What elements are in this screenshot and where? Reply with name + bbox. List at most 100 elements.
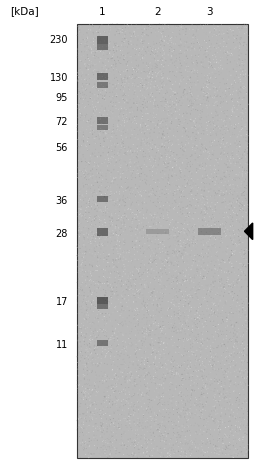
Point: [120, 287, 124, 295]
Point: [86, 435, 90, 442]
Point: [196, 437, 200, 444]
Point: [209, 356, 213, 363]
Point: [156, 425, 161, 433]
Point: [220, 35, 224, 42]
Point: [93, 143, 97, 151]
Point: [180, 146, 185, 154]
Point: [171, 40, 175, 48]
Point: [222, 151, 226, 158]
Point: [170, 112, 174, 120]
Point: [94, 392, 98, 399]
Point: [216, 385, 220, 392]
Point: [76, 68, 80, 76]
Point: [238, 206, 242, 213]
Point: [233, 74, 237, 82]
Point: [156, 198, 160, 206]
Point: [105, 373, 109, 380]
Point: [147, 370, 151, 377]
Point: [86, 54, 90, 62]
Point: [160, 295, 164, 302]
Point: [128, 253, 132, 260]
Point: [188, 307, 192, 315]
Point: [122, 440, 126, 447]
Point: [210, 178, 214, 185]
Point: [142, 86, 146, 94]
Point: [156, 230, 160, 237]
Point: [75, 423, 79, 431]
Point: [105, 34, 109, 42]
Point: [240, 123, 244, 130]
Point: [106, 65, 110, 73]
Point: [131, 30, 135, 37]
Point: [114, 256, 118, 264]
Point: [152, 257, 156, 264]
Point: [80, 306, 84, 313]
Point: [178, 76, 183, 84]
Point: [164, 257, 168, 264]
Point: [82, 231, 86, 238]
Point: [239, 316, 243, 323]
Point: [177, 336, 181, 344]
Point: [79, 280, 83, 288]
Point: [184, 335, 188, 343]
Point: [192, 65, 196, 73]
Point: [133, 337, 137, 345]
Point: [165, 276, 169, 284]
Point: [216, 99, 220, 107]
Point: [198, 140, 202, 147]
Point: [177, 300, 181, 307]
Point: [162, 212, 166, 220]
Point: [147, 306, 152, 314]
Point: [87, 66, 91, 73]
Point: [153, 152, 157, 160]
Text: 56: 56: [56, 143, 68, 153]
Point: [101, 163, 105, 170]
Point: [87, 159, 91, 166]
Point: [180, 373, 184, 381]
Text: 130: 130: [49, 73, 68, 83]
Point: [228, 417, 232, 425]
Point: [210, 176, 214, 184]
Point: [105, 314, 109, 322]
Point: [143, 233, 147, 241]
Point: [170, 359, 174, 366]
Point: [162, 338, 166, 346]
Point: [179, 412, 183, 419]
Point: [148, 392, 153, 400]
Point: [201, 125, 205, 132]
Point: [113, 113, 118, 120]
Point: [117, 277, 121, 284]
Point: [187, 102, 191, 110]
Point: [119, 368, 123, 376]
Point: [148, 308, 153, 316]
Point: [78, 144, 82, 152]
Point: [161, 401, 165, 408]
Point: [90, 61, 94, 68]
Point: [94, 413, 98, 421]
Point: [208, 93, 212, 100]
Point: [111, 66, 115, 74]
Point: [155, 32, 159, 40]
Point: [126, 277, 131, 285]
Point: [156, 121, 160, 129]
Point: [227, 203, 231, 211]
Point: [151, 21, 155, 28]
Point: [185, 396, 189, 404]
Point: [95, 313, 99, 321]
Point: [128, 441, 132, 449]
Point: [143, 232, 147, 239]
Point: [196, 92, 200, 100]
Point: [145, 31, 149, 39]
Point: [129, 362, 133, 370]
Point: [76, 143, 80, 150]
Point: [87, 176, 91, 184]
Point: [169, 397, 173, 405]
Point: [162, 353, 166, 360]
Point: [152, 191, 156, 198]
Point: [205, 193, 209, 200]
Point: [206, 250, 210, 258]
Point: [184, 305, 188, 313]
Point: [152, 285, 156, 293]
Point: [81, 237, 86, 244]
Point: [103, 72, 107, 79]
